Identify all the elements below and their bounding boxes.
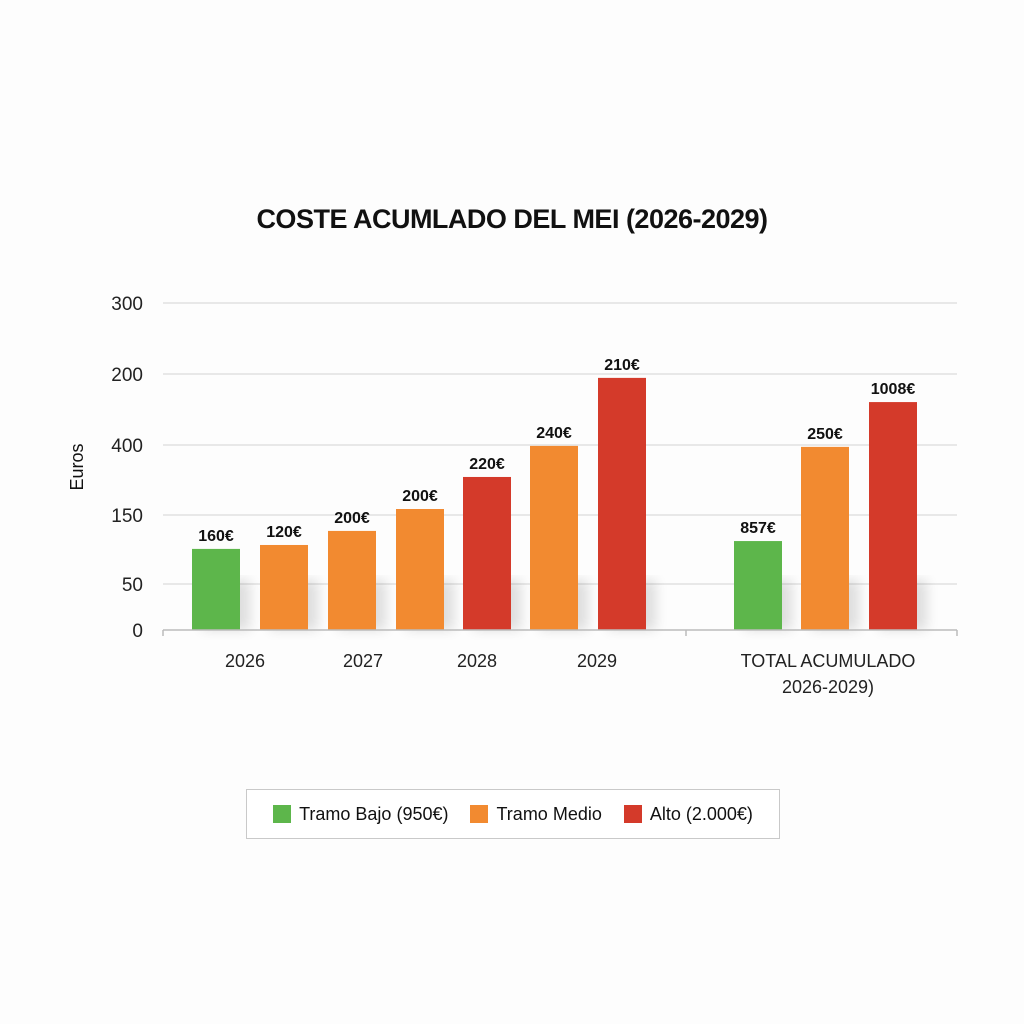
bar (396, 509, 444, 630)
bar (801, 446, 849, 630)
data-label: 1008€ (871, 381, 916, 398)
legend-label: Tramo Bajo (950€) (299, 803, 449, 824)
bar (598, 377, 646, 630)
y-tick-label: 400 (111, 436, 143, 457)
x-tick-label: 2029 (577, 651, 617, 671)
data-label: 240€ (536, 425, 572, 442)
chart-title: COSTE ACUMLADO DEL MEI (2026-2029) (256, 204, 768, 234)
data-label: 220€ (469, 456, 505, 473)
legend-item-red: Alto (2.000€) (623, 803, 753, 825)
data-label: 120€ (266, 524, 302, 541)
x-tick-label: 2026 (225, 651, 265, 671)
x-tick-label: 2027 (343, 651, 383, 671)
y-tick-label: 150 (111, 506, 143, 527)
y-tick-label: 200 (111, 365, 143, 386)
data-label: 200€ (402, 488, 438, 505)
data-label: 160€ (198, 528, 234, 545)
bar (192, 548, 240, 630)
legend: Tramo Bajo (950€) Tramo Medio Alto (2.00… (246, 789, 780, 839)
bar (734, 541, 782, 630)
y-tick-label: 300 (111, 294, 143, 315)
x-tick-label: 2026-2029) (782, 677, 874, 697)
data-label: 210€ (604, 357, 640, 374)
bar (463, 476, 511, 630)
data-label: 857€ (740, 520, 776, 537)
data-label: 250€ (807, 426, 843, 443)
y-tick-label: 0 (132, 621, 143, 642)
bar (328, 530, 376, 630)
legend-label: Alto (2.000€) (649, 803, 753, 824)
bar (869, 402, 917, 630)
legend-swatch-red (623, 805, 642, 823)
y-tick-label: 50 (122, 575, 143, 596)
data-label: 200€ (334, 510, 370, 527)
bar (260, 544, 308, 630)
x-tick-label: 2028 (457, 651, 497, 671)
bar (530, 445, 578, 630)
legend-swatch-orange (470, 805, 489, 823)
legend-item-orange: Tramo Medio (470, 803, 602, 825)
x-tick-label: TOTAL ACUMULADO (741, 651, 916, 671)
legend-label: Tramo Medio (496, 803, 602, 824)
legend-swatch-green (273, 805, 292, 823)
y-axis-label: Euros (67, 443, 87, 490)
legend-item-green: Tramo Bajo (950€) (273, 804, 448, 825)
